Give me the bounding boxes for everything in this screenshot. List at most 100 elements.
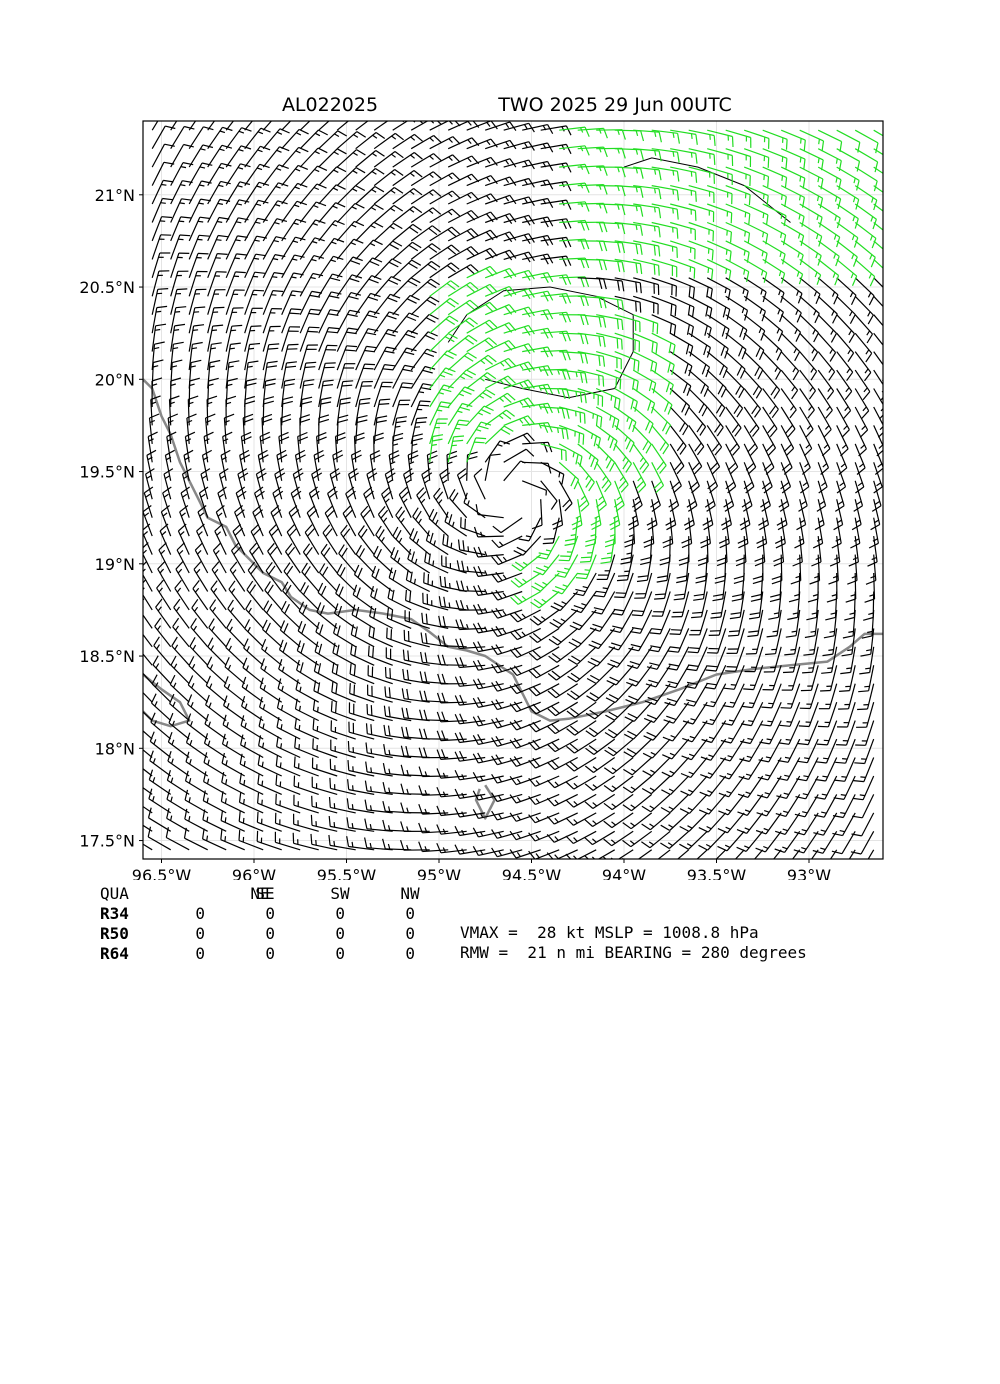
wind-barb (818, 389, 832, 419)
wind-barb (263, 129, 289, 149)
wind-barb (566, 813, 596, 825)
wind-barb (337, 328, 358, 352)
wind-barb (299, 602, 319, 629)
wind-barb (657, 555, 671, 583)
wind-barb (467, 266, 498, 277)
wind-barb (280, 621, 300, 647)
wind-barb (226, 254, 247, 278)
wind-barb (474, 566, 504, 576)
wind-barb (522, 236, 553, 246)
wind-barb (818, 130, 841, 152)
wind-barb (567, 721, 597, 736)
table-cell: 0 (165, 944, 205, 964)
wind-barb (566, 794, 596, 807)
wind-barb (330, 778, 356, 795)
wind-barb (689, 149, 715, 165)
wind-barb (800, 389, 815, 419)
wind-barb (189, 272, 207, 297)
wind-barb (855, 296, 873, 324)
wind-barb (585, 850, 615, 863)
wind-barb (868, 536, 878, 566)
wind-barb (220, 469, 229, 500)
wind-barb (268, 543, 282, 573)
wind-barb (689, 610, 707, 635)
wind-barb (430, 227, 460, 241)
wind-barb (226, 638, 245, 665)
wind-barb (707, 149, 732, 166)
wind-barb (208, 218, 230, 241)
wind-barb (197, 524, 208, 555)
intensity-summary: VMAX = 28 kt MSLP = 1008.8 hPa (460, 923, 759, 942)
table-cell: 0 (235, 924, 275, 944)
wind-barb (550, 610, 578, 628)
isotach-contours (448, 158, 790, 398)
wind-barb (763, 333, 782, 360)
wind-barb (522, 217, 553, 227)
wind-barb (504, 433, 535, 444)
wind-barb (393, 189, 422, 205)
wind-barb (818, 702, 837, 727)
wind-barb (670, 444, 684, 474)
wind-barb (686, 647, 707, 671)
wind-barb (408, 451, 418, 481)
wind-barb (607, 665, 634, 685)
wind-barb (440, 576, 467, 592)
wind-barb (596, 444, 614, 472)
wind-barb (356, 545, 374, 573)
wind-barb (531, 592, 560, 608)
wind-barb (171, 253, 190, 278)
wind-barb (406, 570, 429, 592)
wind-barb (615, 315, 640, 332)
wind-barb (855, 407, 867, 437)
wind-barb (633, 444, 649, 473)
wind-barb (837, 444, 847, 475)
wind-barb (606, 684, 633, 703)
wind-barb (781, 296, 801, 322)
wind-barb (269, 524, 282, 554)
wind-barb (298, 433, 308, 463)
wind-barb (855, 278, 874, 305)
wind-barb (350, 683, 375, 702)
wind-barb (548, 702, 578, 716)
wind-barb (281, 601, 300, 628)
wind-barb (189, 360, 201, 388)
wind-barb (300, 202, 326, 223)
wind-barb (615, 333, 640, 352)
wind-barb (245, 128, 271, 149)
wind-barb (139, 580, 153, 610)
wind-barb (430, 316, 458, 333)
wind-barb (604, 776, 633, 792)
wind-barb (177, 543, 189, 573)
wind-barb (300, 166, 327, 186)
wind-barb (204, 432, 213, 462)
wind-barb (258, 774, 282, 795)
wind-barb (576, 555, 596, 579)
wind-barb (510, 610, 540, 622)
wind-barb (855, 425, 866, 456)
wind-barb (374, 546, 393, 573)
wind-barb (337, 239, 363, 259)
wind-barb (374, 241, 402, 259)
wind-barb (263, 273, 284, 297)
wind-barb (837, 370, 852, 400)
wind-barb (430, 281, 459, 297)
table-cell: 0 (375, 924, 415, 944)
wind-barb (455, 770, 485, 780)
wind-barb (328, 487, 338, 518)
table-row-r64-label: R64 (100, 944, 129, 964)
wind-barb (401, 765, 430, 776)
wind-barb (744, 425, 757, 455)
wind-barb (726, 149, 751, 167)
wind-barb (837, 389, 851, 419)
wind-barb (158, 561, 171, 591)
wind-barb (349, 469, 359, 500)
wind-barb (726, 223, 750, 244)
wind-barb (837, 407, 850, 437)
wind-barb (623, 831, 652, 846)
wind-barb (383, 820, 411, 831)
wind-barb (603, 850, 633, 864)
wind-barb (742, 481, 752, 512)
wind-barb (374, 133, 403, 148)
wind-barb (818, 278, 838, 305)
